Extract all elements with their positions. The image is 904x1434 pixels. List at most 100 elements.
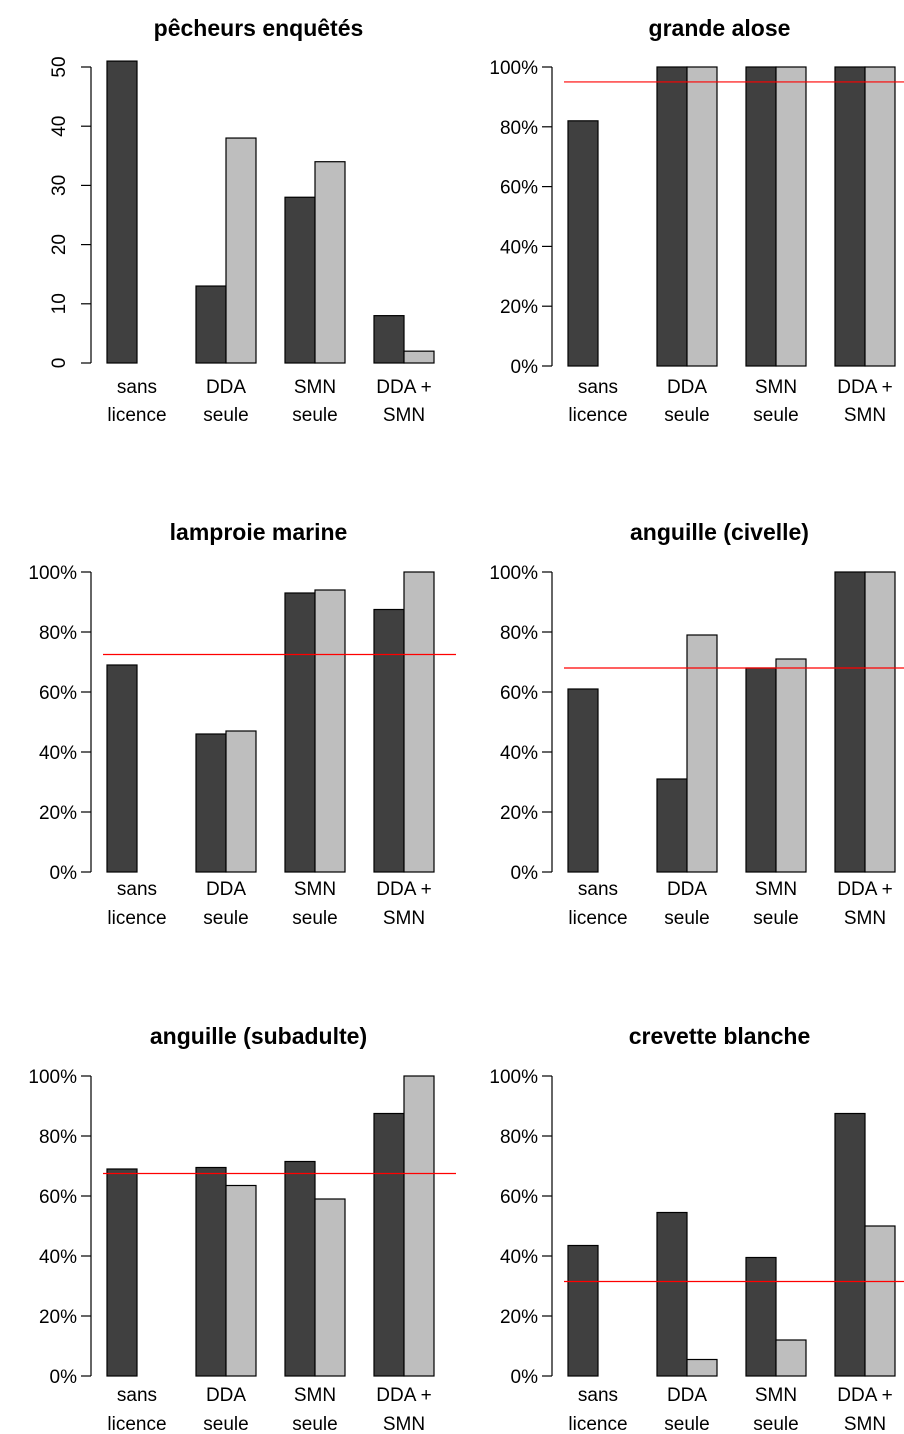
y-tick-label: 40% [39,1247,77,1268]
chart-panel-1: pêcheurs enquêtés sans licence DDA seule SMN s… [49,15,435,426]
bar-light-3 [775,1339,807,1377]
chart-panel-2: grande alose sans licence DDA seule SMN seule D… [489,15,904,426]
category-label-line2: seule [203,908,248,929]
category-label-line2: licence [568,405,627,426]
y-tick-label: 0% [50,1367,78,1388]
chart-panel-6: crevette blanche sans licence DDA seule SMN se… [489,1023,904,1434]
y-tick-label: 100% [28,1067,77,1088]
chart-title: lamproie marine [170,519,348,545]
category-label-line1: SMN [294,1385,336,1406]
category-label-line2: SMN [844,405,886,426]
y-tick-label: 40% [500,237,538,258]
category-label-line2: SMN [383,908,425,929]
category-label-line1: DDA + [837,879,892,900]
y-tick-label: 80% [39,1127,77,1148]
bar-dark-4 [834,571,866,873]
y-tick-label: 100% [28,563,77,584]
category-label-line2: seule [753,1414,798,1434]
y-tick-label: 20 [49,234,70,255]
category-label-line1: sans [578,377,618,398]
y-tick-label: 60% [39,683,77,704]
y-tick-label: 20% [500,1307,538,1328]
category-label-line2: seule [292,1414,337,1434]
bar-dark-1 [567,120,599,367]
category-label-line2: licence [107,1414,166,1434]
y-tick-label: 0% [511,863,539,884]
bar-dark-1 [567,1244,599,1377]
chart-panel-5: anguille (subadulte) sans licence DDA seule S… [28,1023,456,1434]
y-tick-label: 60% [500,683,538,704]
bar-dark-2 [195,733,227,873]
bar-dark-4 [373,608,405,873]
category-label-line2: seule [203,1414,248,1434]
category-label-line1: sans [578,879,618,900]
category-label-line1: DDA [667,879,707,900]
bar-dark-2 [195,1166,227,1377]
category-label-line1: DDA + [376,377,431,398]
category-label-line2: seule [203,405,248,426]
category-label-line1: sans [578,1385,618,1406]
bar-dark-3 [745,667,777,873]
category-label-line1: sans [117,377,157,398]
y-tick-label: 20% [39,803,77,824]
y-tick-label: 60% [500,1187,538,1208]
category-label-line1: DDA [667,1385,707,1406]
y-tick-label: 100% [489,1067,538,1088]
category-label-line2: SMN [844,908,886,929]
bar-dark-3 [745,1256,777,1377]
y-tick-label: 0 [49,358,70,369]
bar-light-4 [864,571,896,873]
category-label-line1: SMN [755,879,797,900]
category-label-line2: SMN [383,405,425,426]
category-label-line1: DDA [206,377,246,398]
category-label-line2: seule [664,908,709,929]
chart-title: crevette blanche [629,1023,811,1049]
category-label-line1: SMN [294,879,336,900]
bar-dark-2 [656,1211,688,1377]
bar-dark-2 [656,778,688,873]
category-label-line1: sans [117,879,157,900]
bar-light-3 [314,1198,346,1377]
bar-light-3 [314,589,346,873]
category-label-line2: licence [568,1414,627,1434]
chart-title: anguille (subadulte) [150,1023,367,1049]
category-label-line2: seule [664,1414,709,1434]
category-label-line1: SMN [755,1385,797,1406]
bar-light-3 [775,66,807,367]
bar-light-2 [686,634,718,873]
category-label-line1: DDA + [376,879,431,900]
category-label-line2: SMN [383,1414,425,1434]
category-label-line2: licence [568,908,627,929]
category-label-line2: licence [107,908,166,929]
y-tick-label: 80% [500,623,538,644]
y-tick-label: 80% [500,1127,538,1148]
y-tick-label: 40% [500,1247,538,1268]
chart-title: pêcheurs enquêtés [154,15,364,41]
bar-dark-1 [567,688,599,873]
y-tick-label: 100% [489,563,538,584]
bar-light-3 [775,658,807,873]
category-label-line2: seule [753,405,798,426]
y-tick-label: 20% [500,297,538,318]
bar-dark-1 [106,1168,138,1377]
bar-light-2 [225,137,257,364]
y-tick-label: 0% [50,863,78,884]
y-tick-label: 40 [49,116,70,137]
bar-light-4 [403,1075,435,1377]
y-tick-label: 10 [49,293,70,314]
bar-dark-4 [834,1112,866,1377]
bar-dark-1 [106,664,138,873]
category-label-line1: DDA [667,377,707,398]
bar-dark-3 [745,66,777,367]
category-label-line1: SMN [755,377,797,398]
bar-light-3 [314,161,346,364]
category-label-line1: DDA [206,1385,246,1406]
bar-dark-2 [195,285,227,364]
bar-dark-4 [373,315,405,364]
bar-light-4 [403,350,435,364]
bar-dark-4 [373,1112,405,1377]
y-tick-label: 20% [39,1307,77,1328]
bar-dark-3 [284,196,316,364]
chart-title: anguille (civelle) [630,519,809,545]
